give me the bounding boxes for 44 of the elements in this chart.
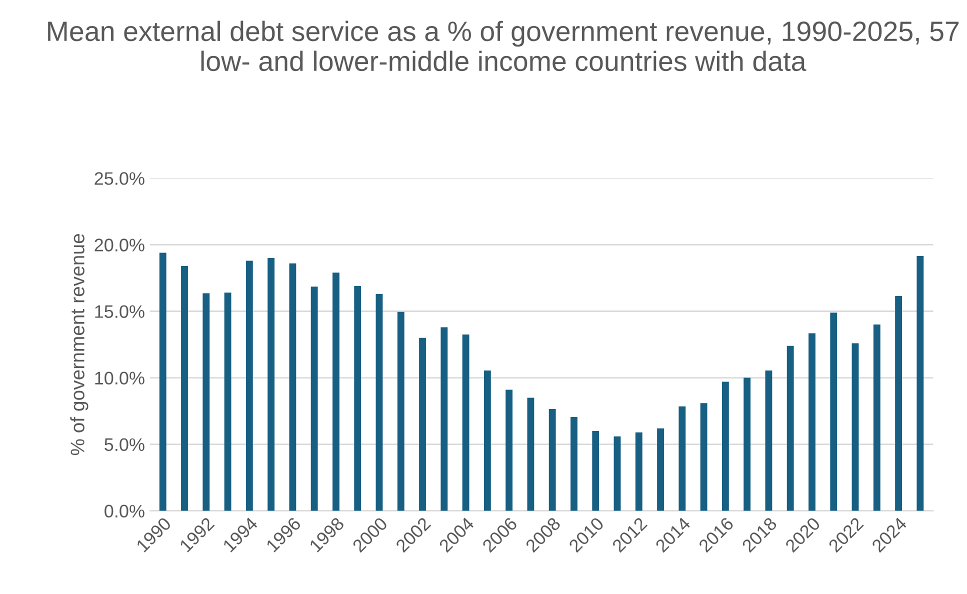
bar [765, 370, 772, 511]
bar [657, 428, 664, 511]
y-tick-label: 5.0% [104, 438, 144, 452]
bar [397, 312, 404, 511]
bar [852, 343, 859, 511]
bar [310, 286, 318, 511]
bar [548, 409, 556, 511]
bar [830, 312, 838, 511]
bar [700, 403, 708, 511]
bar [484, 370, 491, 511]
bar [289, 263, 296, 511]
bar [614, 436, 621, 511]
y-tick-label: 15.0% [95, 305, 144, 318]
bar [635, 432, 642, 511]
bar [246, 260, 253, 511]
y-tick-label: 10.0% [95, 372, 144, 385]
bar [722, 382, 729, 511]
bar [895, 296, 902, 511]
bar [916, 256, 924, 511]
y-axis-title: % of government revenue [70, 234, 88, 456]
bar [268, 258, 275, 511]
bar [202, 293, 210, 511]
y-tick-label: 20.0% [94, 238, 144, 252]
bar [224, 292, 232, 511]
bar [159, 252, 166, 511]
bar [419, 338, 426, 511]
bar [592, 431, 600, 511]
bar [744, 378, 751, 511]
y-tick-label: 0.0% [104, 504, 144, 518]
bar [376, 294, 383, 511]
bar [786, 346, 794, 511]
bar [678, 406, 686, 511]
bar [527, 398, 534, 511]
bar [354, 286, 362, 511]
bar [506, 390, 513, 511]
bar [440, 327, 448, 511]
y-tick-label: 25.0% [94, 172, 144, 185]
bar [332, 272, 340, 511]
bar [462, 334, 470, 511]
chart-title: Mean external debt service as a % of government revenue, 1990-2025, 57 low- and lower-middle income countries with data [48, 20, 959, 72]
bar [570, 417, 578, 511]
bar [181, 266, 188, 511]
bar [808, 333, 816, 511]
bar [873, 324, 880, 511]
